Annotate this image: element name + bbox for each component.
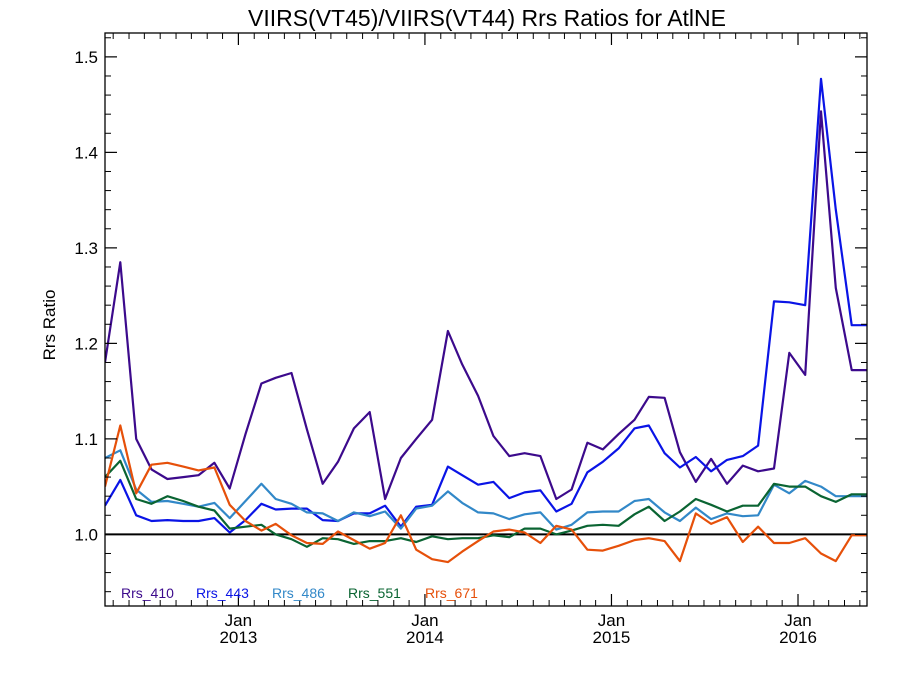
chart-title: VIIRS(VT45)/VIIRS(VT44) Rrs Ratios for A… (248, 5, 726, 31)
y-tick-label: 1.1 (74, 430, 98, 449)
y-axis: 1.0 1.1 1.2 1.3 1.4 1.5 (74, 37, 867, 593)
series-line-rrs_410 (105, 110, 867, 501)
series-line-rrs_671 (105, 424, 867, 564)
x-tick-month: Jan (411, 611, 438, 630)
y-tick-label: 1.4 (74, 143, 98, 162)
series-layer (105, 77, 867, 564)
y-tick-label: 1.2 (74, 334, 98, 353)
x-tick-year: 2013 (219, 628, 257, 647)
legend: Rrs_410 Rrs_443 Rrs_486 Rrs_551 Rrs_671 (121, 585, 478, 601)
series-line-rrs_486 (105, 449, 867, 531)
series-line-rrs_443 (105, 77, 867, 534)
y-axis-label: Rrs Ratio (40, 290, 59, 361)
legend-entry-rrs_443: Rrs_443 (196, 585, 249, 601)
x-tick-year: 2014 (406, 628, 444, 647)
legend-entry-rrs_551: Rrs_551 (348, 585, 401, 601)
x-tick-month: Jan (598, 611, 625, 630)
legend-entry-rrs_671: Rrs_671 (425, 585, 478, 601)
legend-entry-rrs_410: Rrs_410 (121, 585, 174, 601)
x-tick-year: 2015 (593, 628, 631, 647)
y-tick-label: 1.5 (74, 48, 98, 67)
y-tick-label: 1.3 (74, 239, 98, 258)
x-tick-year: 2016 (779, 628, 817, 647)
y-tick-label: 1.0 (74, 525, 98, 544)
legend-entry-rrs_486: Rrs_486 (272, 585, 325, 601)
x-tick-month: Jan (784, 611, 811, 630)
plot-frame (104, 32, 868, 607)
x-tick-month: Jan (225, 611, 252, 630)
